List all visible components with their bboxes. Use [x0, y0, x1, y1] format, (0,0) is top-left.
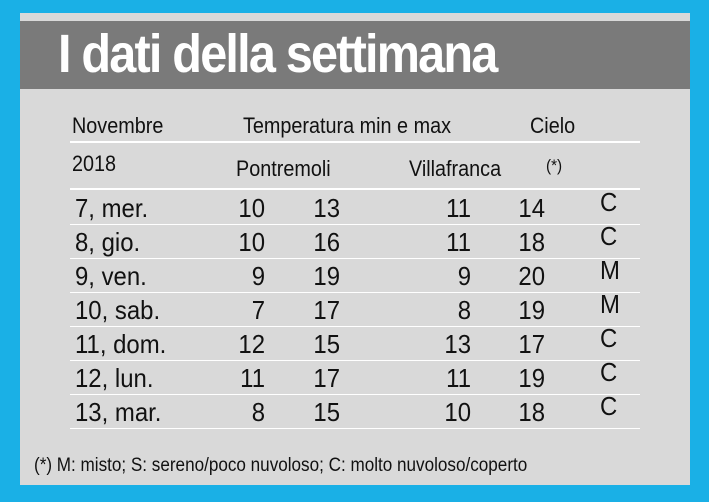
- sky-cell: M: [600, 289, 620, 319]
- villafranca-min-cell: 13: [444, 329, 471, 359]
- title-bar: I dati della settimana: [20, 21, 690, 89]
- pontremoli-min-cell: 9: [251, 261, 265, 291]
- villafranca-max-cell: 19: [518, 363, 545, 393]
- row-divider: [70, 428, 640, 429]
- sky-cell: M: [600, 255, 620, 285]
- pontremoli-max-cell: 13: [313, 193, 340, 223]
- day-cell: 7, mer.: [75, 193, 149, 223]
- header-divider: [70, 141, 640, 143]
- table-row: 11, dom. 12 15 13 17 C: [20, 323, 690, 361]
- day-cell: 10, sab.: [75, 295, 161, 325]
- day-cell: 9, ven.: [75, 261, 147, 291]
- pontremoli-max-cell: 19: [313, 261, 340, 291]
- villafranca-min-cell: 8: [457, 295, 471, 325]
- villafranca-min-cell: 11: [446, 363, 471, 393]
- row-divider: [70, 258, 640, 259]
- day-cell: 11, dom.: [75, 329, 167, 359]
- pontremoli-min-cell: 10: [238, 193, 265, 223]
- pontremoli-max-cell: 17: [313, 295, 340, 325]
- pontremoli-min-cell: 8: [251, 397, 265, 427]
- sky-cell: C: [600, 357, 618, 387]
- villafranca-min-cell: 9: [457, 261, 471, 291]
- table-row: 10, sab. 7 17 8 19 M: [20, 289, 690, 327]
- row-divider: [70, 326, 640, 327]
- header-sky: Cielo: [530, 113, 576, 138]
- day-cell: 8, gio.: [75, 227, 141, 257]
- day-cell: 13, mar.: [75, 397, 162, 427]
- villafranca-max-cell: 20: [518, 261, 545, 291]
- page-title: I dati della settimana: [58, 24, 498, 84]
- villafranca-min-cell: 11: [446, 193, 471, 223]
- villafranca-max-cell: 18: [518, 227, 545, 257]
- row-divider: [70, 360, 640, 361]
- pontremoli-max-cell: 15: [313, 329, 340, 359]
- villafranca-min-cell: 11: [446, 227, 471, 257]
- footnote: (*) M: misto; S: sereno/poco nuvoloso; C…: [34, 455, 528, 476]
- villafranca-max-cell: 18: [518, 397, 545, 427]
- table-row: 8, gio. 10 16 11 18 C: [20, 221, 690, 259]
- pontremoli-min-cell: 12: [238, 329, 265, 359]
- pontremoli-min-cell: 7: [251, 295, 265, 325]
- header-sky-note: (*): [546, 156, 563, 175]
- pontremoli-max-cell: 16: [313, 227, 340, 257]
- villafranca-min-cell: 10: [444, 397, 471, 427]
- row-divider: [70, 224, 640, 225]
- villafranca-max-cell: 19: [518, 295, 545, 325]
- pontremoli-max-cell: 15: [313, 397, 340, 427]
- header-pontremoli: Pontremoli: [236, 156, 331, 181]
- villafranca-max-cell: 14: [518, 193, 545, 223]
- day-cell: 12, lun.: [75, 363, 154, 393]
- row-divider: [70, 394, 640, 395]
- pontremoli-min-cell: 10: [238, 227, 265, 257]
- table-row: 12, lun. 11 17 11 19 C: [20, 357, 690, 395]
- sky-cell: C: [600, 187, 618, 217]
- table-row: 13, mar. 8 15 10 18 C: [20, 391, 690, 429]
- header-temperature: Temperatura min e max: [243, 113, 451, 138]
- subheader-divider: [70, 188, 640, 190]
- weather-card: I dati della settimana Novembre Temperat…: [20, 13, 690, 485]
- sky-cell: C: [600, 323, 618, 353]
- pontremoli-max-cell: 17: [313, 363, 340, 393]
- table-row: 7, mer. 10 13 11 14 C: [20, 187, 690, 225]
- header-month: Novembre: [72, 113, 164, 138]
- row-divider: [70, 292, 640, 293]
- villafranca-max-cell: 17: [518, 329, 545, 359]
- sky-cell: C: [600, 221, 618, 251]
- table-row: 9, ven. 9 19 9 20 M: [20, 255, 690, 293]
- header-villafranca: Villafranca: [409, 156, 502, 181]
- pontremoli-min-cell: 11: [240, 363, 265, 393]
- sky-cell: C: [600, 391, 618, 421]
- header-year: 2018: [72, 151, 117, 176]
